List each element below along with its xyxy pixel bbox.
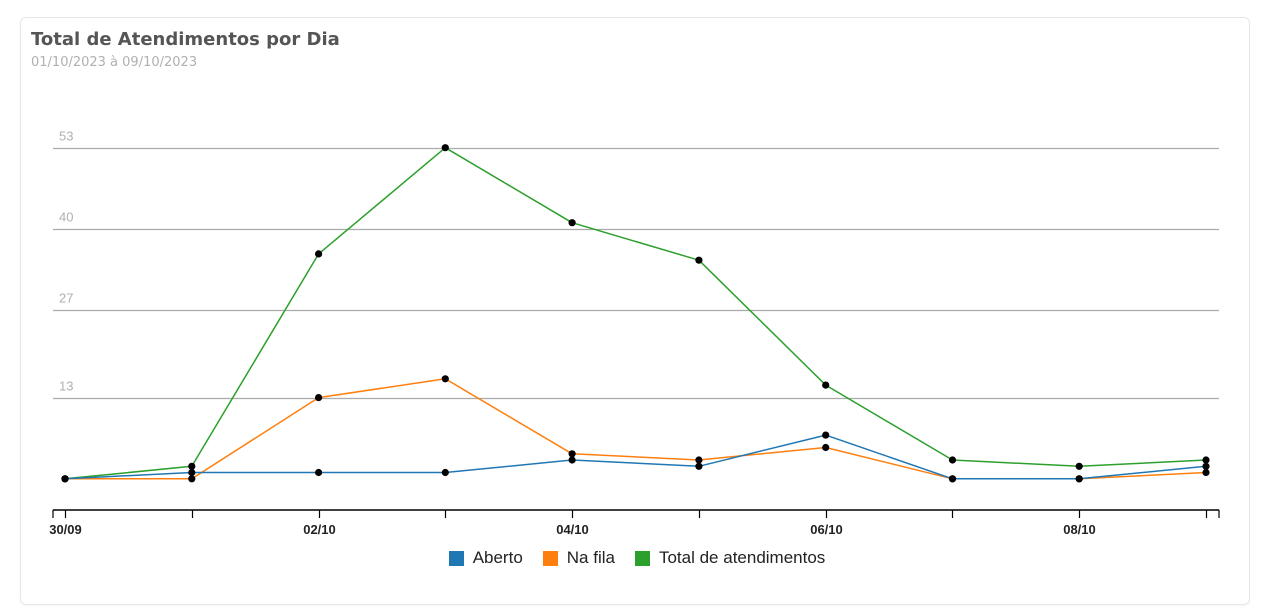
x-axis: 30/09 02/10 04/10 06/10 08/10 bbox=[49, 509, 1220, 537]
data-point bbox=[1075, 462, 1083, 470]
line-chart: 13 27 40 53 30/09 02/10 04/10 06/10 08/10 bbox=[49, 129, 1220, 537]
y-tick-labels: 13 27 40 53 bbox=[59, 129, 73, 394]
legend-item[interactable]: Total de atendimentos bbox=[634, 548, 826, 568]
data-point bbox=[822, 381, 830, 389]
data-point bbox=[568, 219, 576, 227]
data-point bbox=[948, 475, 957, 483]
data-point bbox=[695, 456, 703, 464]
data-point bbox=[822, 443, 830, 452]
data-point bbox=[695, 256, 703, 264]
data-point bbox=[441, 144, 449, 152]
data-point bbox=[315, 468, 323, 477]
y-tick-label: 27 bbox=[59, 291, 73, 306]
legend-label: Aberto bbox=[472, 548, 523, 567]
data-point bbox=[822, 431, 830, 439]
legend-swatch bbox=[448, 550, 464, 566]
y-tick-label: 13 bbox=[59, 379, 73, 394]
data-point bbox=[188, 462, 196, 470]
data-point bbox=[441, 468, 449, 477]
data-point bbox=[188, 475, 196, 483]
legend-label: Total de atendimentos bbox=[658, 548, 826, 567]
data-points bbox=[61, 144, 1210, 483]
y-tick-label: 40 bbox=[59, 210, 73, 225]
data-point bbox=[568, 456, 576, 464]
data-point bbox=[695, 462, 703, 470]
data-point bbox=[568, 450, 576, 458]
x-tick-label: 06/10 bbox=[810, 522, 843, 537]
data-point bbox=[1202, 468, 1210, 477]
data-point bbox=[441, 375, 449, 383]
data-point bbox=[948, 456, 957, 464]
legend-label: Na fila bbox=[566, 548, 615, 567]
x-tick-label: 04/10 bbox=[556, 522, 589, 537]
series-lines bbox=[64, 146, 1207, 480]
data-point bbox=[61, 475, 69, 483]
data-point bbox=[315, 250, 323, 258]
series-line-aberto bbox=[64, 434, 1207, 480]
x-tick-label: 30/09 bbox=[49, 522, 82, 537]
legend-swatch bbox=[542, 550, 558, 566]
x-tick-label: 08/10 bbox=[1063, 522, 1096, 537]
data-point bbox=[1075, 475, 1083, 483]
chart-title: Total de Atendimentos por Dia bbox=[31, 29, 340, 50]
y-tick-label: 53 bbox=[59, 129, 73, 144]
series-line-total-de-atendimentos bbox=[64, 146, 1207, 480]
legend: Aberto Na fila Total de atendimentos bbox=[0, 548, 1269, 568]
data-point bbox=[188, 468, 196, 477]
legend-item[interactable]: Na fila bbox=[542, 548, 615, 568]
data-point bbox=[1202, 456, 1210, 464]
data-point bbox=[1202, 462, 1210, 470]
chart-subtitle: 01/10/2023 à 09/10/2023 bbox=[31, 55, 198, 70]
legend-item[interactable]: Aberto bbox=[448, 548, 523, 568]
x-tick-label: 02/10 bbox=[303, 522, 336, 537]
data-point bbox=[315, 394, 323, 402]
legend-swatch bbox=[634, 550, 650, 566]
grid-lines bbox=[53, 147, 1219, 400]
